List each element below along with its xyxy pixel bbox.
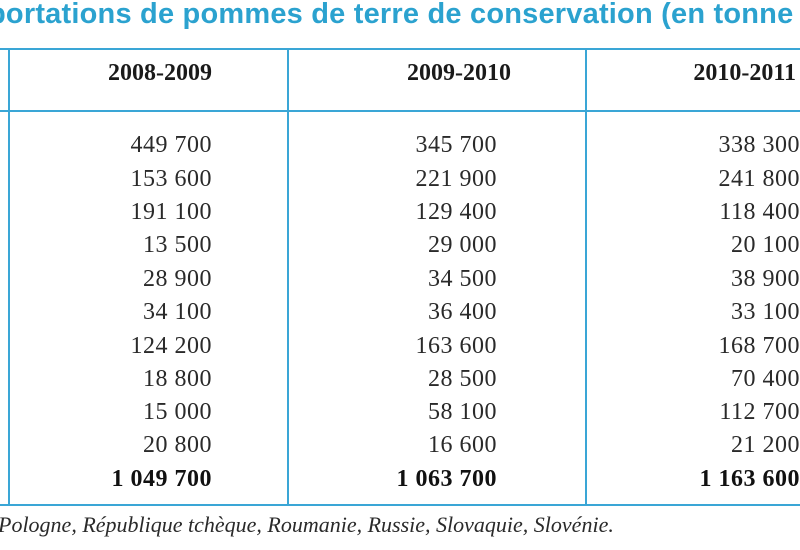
table-cell: 28 900	[143, 266, 212, 292]
table-cell: 153 600	[130, 166, 212, 192]
table-bottom-rule	[0, 504, 800, 506]
column-divider-2	[287, 48, 289, 506]
table-cell: 36 400	[428, 299, 497, 325]
table-cell: 28 500	[428, 366, 497, 392]
table-cell: 124 200	[130, 333, 212, 359]
column-header-2010-2011: 2010-2011	[693, 60, 796, 86]
table-cell: 20 100	[731, 232, 800, 258]
table-cell: 16 600	[428, 432, 497, 458]
table-cell: 345 700	[415, 132, 497, 158]
table-cell: 38 900	[731, 266, 800, 292]
table-cell: 449 700	[130, 132, 212, 158]
table-cell: 338 300	[718, 132, 800, 158]
table-cell: 58 100	[428, 399, 497, 425]
table-title: portations de pommes de terre de conserv…	[0, 0, 794, 30]
table-header-rule	[0, 110, 800, 112]
total-cell: 1 063 700	[396, 466, 497, 492]
table-cell: 21 200	[731, 432, 800, 458]
table-cell: 13 500	[143, 232, 212, 258]
table-footnote: Pologne, République tchèque, Roumanie, R…	[0, 512, 614, 537]
table-cell: 20 800	[143, 432, 212, 458]
table-cell: 129 400	[415, 199, 497, 225]
table-cell: 112 700	[719, 399, 800, 425]
table-cell: 18 800	[143, 366, 212, 392]
table-cell: 29 000	[428, 232, 497, 258]
column-header-2009-2010: 2009-2010	[407, 60, 511, 86]
column-divider-3	[585, 48, 587, 506]
column-header-2008-2009: 2008-2009	[108, 60, 212, 86]
table-cell: 34 100	[143, 299, 212, 325]
column-divider-1	[8, 48, 10, 506]
table-cell: 34 500	[428, 266, 497, 292]
table-cell: 163 600	[415, 333, 497, 359]
total-cell: 1 049 700	[111, 466, 212, 492]
table-cell: 191 100	[130, 199, 212, 225]
table-cell: 241 800	[718, 166, 800, 192]
table-cell: 118 400	[719, 199, 800, 225]
table-cell: 221 900	[415, 166, 497, 192]
table-top-rule	[0, 48, 800, 50]
total-cell: 1 163 600	[699, 466, 800, 492]
table-cell: 70 400	[731, 366, 800, 392]
table-cell: 168 700	[718, 333, 800, 359]
table-cell: 33 100	[731, 299, 800, 325]
table-cell: 15 000	[143, 399, 212, 425]
